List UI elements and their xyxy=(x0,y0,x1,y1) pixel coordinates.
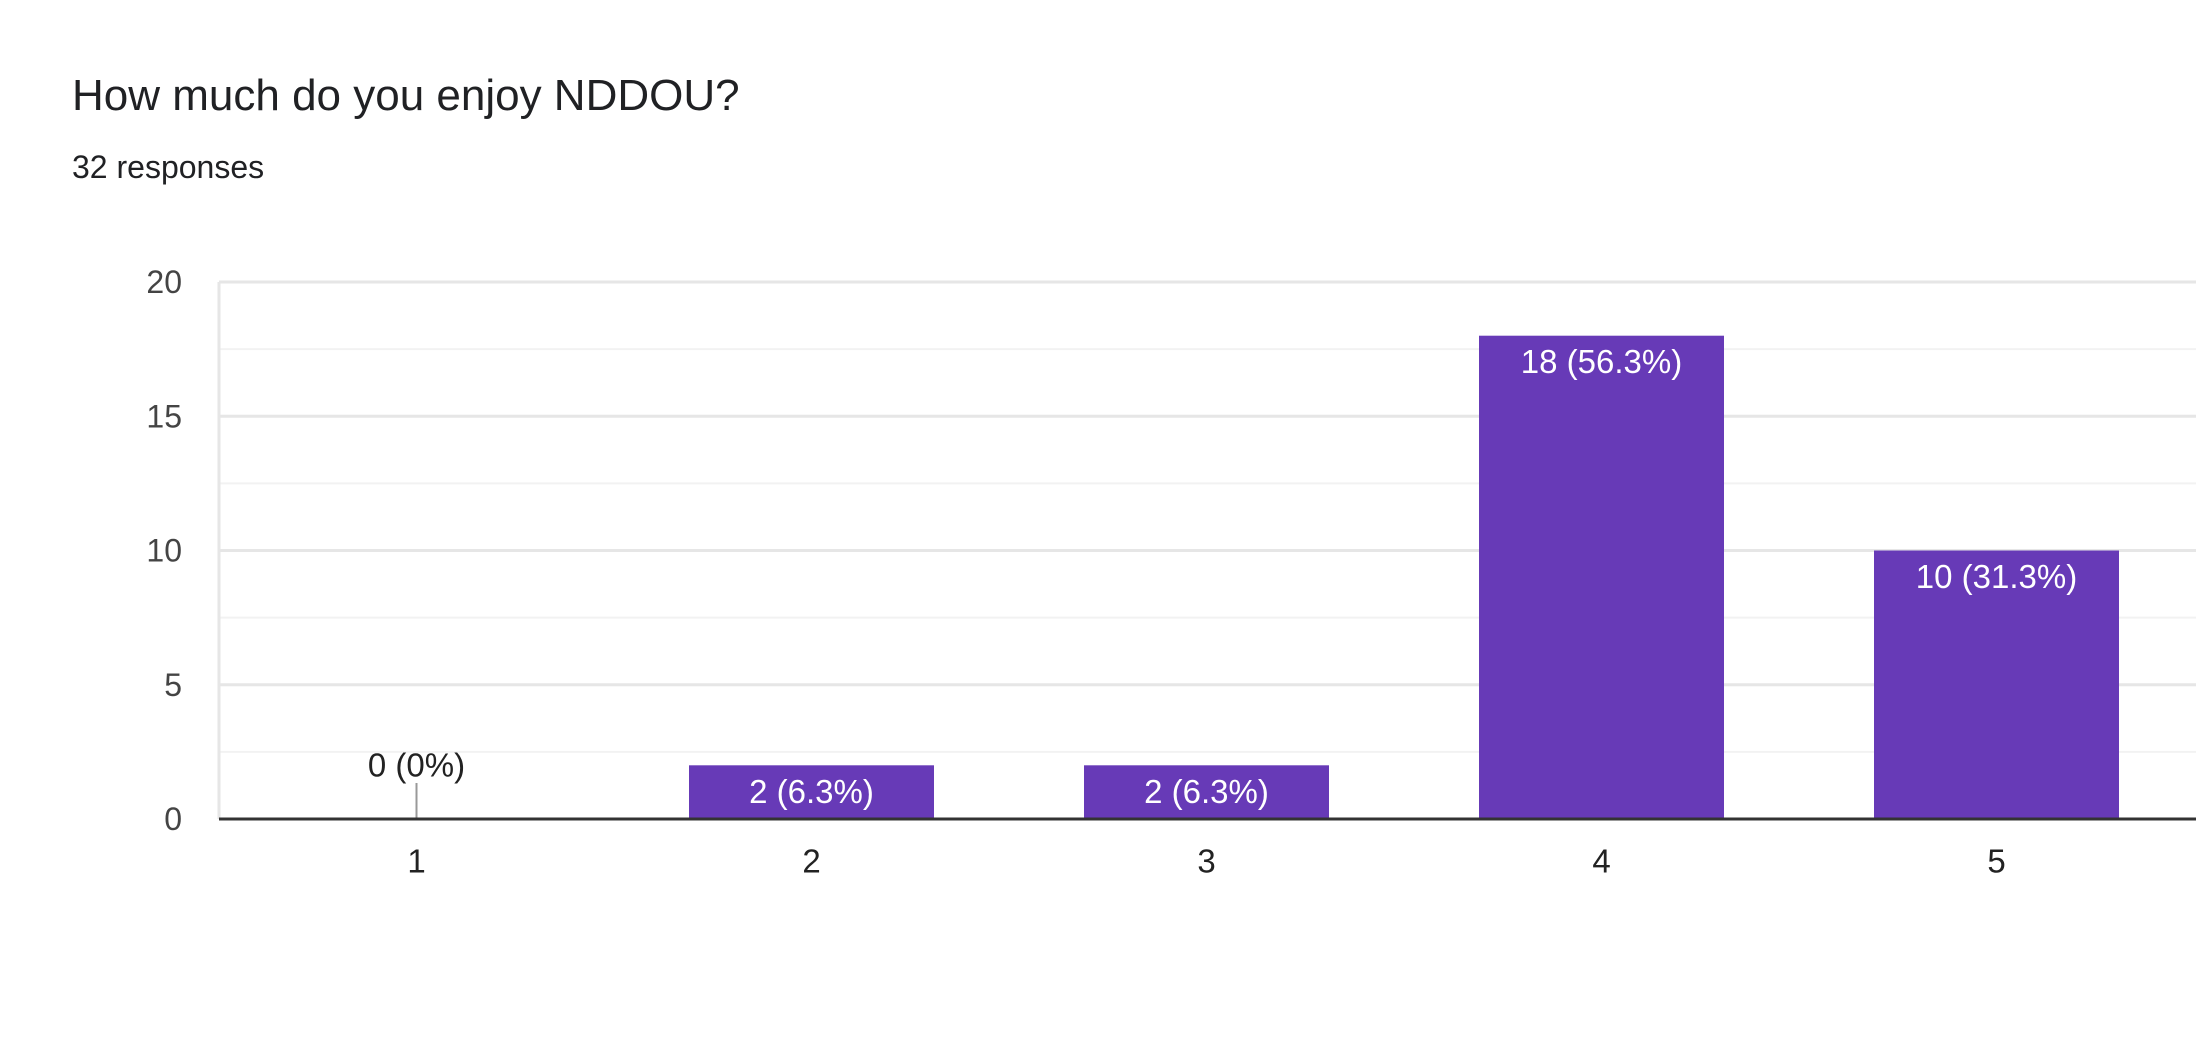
x-tick-label: 2 xyxy=(802,843,820,880)
data-label: 0 (0%) xyxy=(368,747,465,784)
y-axis-ticks: 0 5 10 15 20 xyxy=(146,264,182,837)
y-tick-label: 15 xyxy=(146,398,182,434)
y-tick-label: 10 xyxy=(146,533,182,569)
bar xyxy=(1084,765,1329,819)
y-tick-label: 5 xyxy=(164,667,182,703)
grid-lines xyxy=(217,280,2196,819)
chart-title: How much do you enjoy NDDOU? xyxy=(72,71,740,120)
y-tick-label: 20 xyxy=(146,264,182,300)
bar xyxy=(1479,335,1724,819)
data-label: 10 (31.3%) xyxy=(1916,558,2077,595)
x-tick-label: 3 xyxy=(1197,843,1215,880)
x-axis-ticks: 1 2 3 4 5 xyxy=(407,843,2005,880)
x-tick-label: 4 xyxy=(1592,843,1610,880)
data-label: 2 (6.3%) xyxy=(1144,773,1269,810)
bar xyxy=(689,765,934,819)
y-tick-label: 0 xyxy=(164,801,182,837)
response-count: 32 responses xyxy=(72,149,265,185)
data-label: 2 (6.3%) xyxy=(749,773,874,810)
data-label: 18 (56.3%) xyxy=(1521,343,1682,380)
bar xyxy=(1874,550,2119,819)
bars xyxy=(415,335,2119,819)
x-tick-label: 1 xyxy=(407,843,425,880)
data-labels: 0 (0%) 2 (6.3%) 2 (6.3%) 18 (56.3%) 10 (31.3… xyxy=(368,343,2077,810)
x-tick-label: 5 xyxy=(1987,843,2005,880)
